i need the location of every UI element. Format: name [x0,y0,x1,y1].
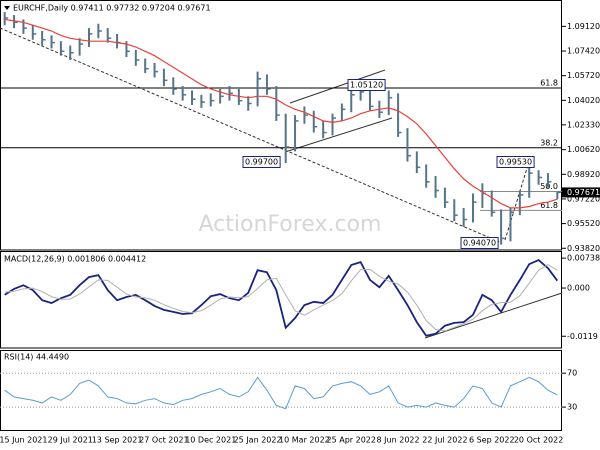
x-tick-label: 20 Oct 2022 [514,436,563,445]
y-tick-label: -0.0119 [567,332,598,341]
x-tick-label: 10 Mar 2022 [279,436,330,445]
fib-label: 38.2 [540,138,558,147]
price-tag-label: 0.97671 [567,188,600,197]
y-tick-label: 30 [567,403,577,412]
price-tag [562,187,600,198]
y-tick-label: 70 [567,369,577,378]
y-tick-label: 1.07420 [567,47,600,56]
price-annotation: 0.94070 [463,239,496,248]
macd-panel [0,251,562,349]
collapse-icon [4,6,10,10]
x-tick-label: 25 Apr 2022 [327,436,376,445]
annotation-box [347,79,386,91]
trendline [0,27,503,244]
annotation-box [460,237,499,249]
x-tick-label: 29 Jul 2021 [48,436,93,445]
price-panel [0,0,562,251]
y-tick-label: 0.93820 [567,244,600,253]
y-tick-label: 0.007384 [567,254,600,263]
x-tick-label: 6 Sep 2022 [469,436,515,445]
y-tick-label: 1.09120 [567,22,600,31]
y-tick-label: 1.05720 [567,71,600,80]
y-tick-label: 0.95520 [567,219,600,228]
x-tick-label: 13 Sep 2021 [92,436,143,445]
price-header: EURCHF,Daily 0.97411 0.97732 0.97204 0.9… [13,4,211,13]
watermark: ActionForex.com [199,212,382,237]
channel-upper [289,69,386,104]
x-tick-label: 22 Jul 2022 [422,436,467,445]
series-line [4,264,558,332]
fib-label: 61.8 [540,201,558,210]
x-tick-label: 15 Jun 2021 [0,436,47,445]
y-tick-label: 0.97220 [567,194,600,203]
moving-average [4,18,558,209]
channel-lower [284,117,393,153]
y-tick-label: 0.000 [567,284,590,293]
macd-header: MACD(12,26,9) 0.001806 0.004412 [4,255,146,264]
y-tick-label: 0.98920 [567,170,600,179]
trendline [504,164,529,241]
price-annotation: 1.05120 [350,81,383,90]
x-tick-label: 8 Jun 2022 [377,436,420,445]
price-annotation: 0.99700 [245,158,278,167]
x-tick-label: 10 Dec 2021 [185,436,236,445]
rsi-panel [0,350,562,431]
x-tick-label: 25 Jan 2022 [234,436,282,445]
y-tick-label: 1.00620 [567,145,600,154]
y-tick-label: 1.04020 [567,96,600,105]
rsi-header: RSI(14) 44.4490 [4,353,69,362]
annotation-box [242,156,281,168]
price-annotation: 0.99530 [499,158,532,167]
y-tick-label: 1.02330 [567,120,600,129]
series-line [4,376,558,410]
fib-label: 61.8 [540,79,558,88]
macd-trendline [424,292,563,339]
fib-label: 50.0 [540,182,558,191]
series-line [4,259,559,337]
annotation-box [496,156,535,168]
x-tick-label: 27 Oct 2021 [139,436,188,445]
